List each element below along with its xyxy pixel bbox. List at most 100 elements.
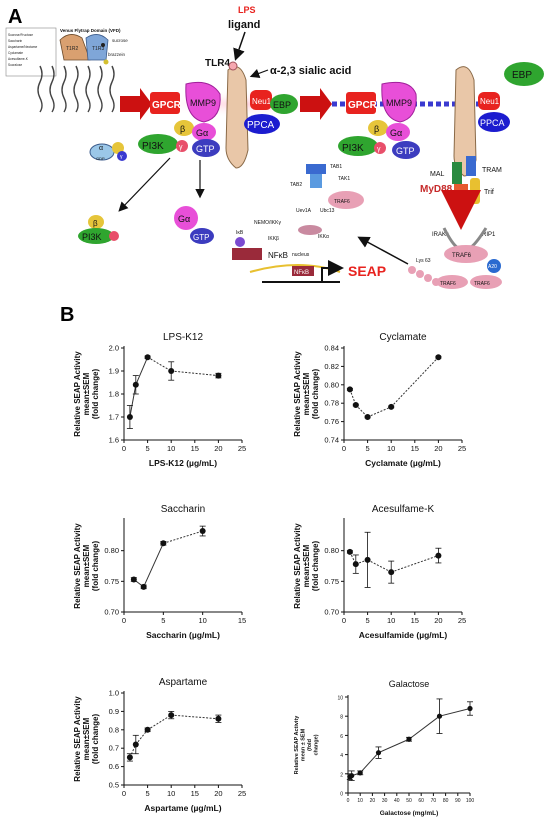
- trif-adaptor: [470, 178, 480, 204]
- x-tick-label: 10: [357, 798, 363, 804]
- y-axis-label: Relative SEAP Activity: [293, 351, 302, 437]
- galpha-left-label: Gα: [196, 128, 208, 138]
- series-segment: [171, 714, 219, 720]
- y-tick-label: 0.6: [109, 762, 119, 771]
- ppca-left: [244, 114, 280, 134]
- sucrose-label: sucrose: [112, 38, 128, 43]
- x-axis-label: Acesulfamide (µg/mL): [359, 630, 448, 640]
- series-segment: [378, 738, 410, 754]
- y-axis-label: (fold change): [91, 369, 100, 420]
- neu1-left-label: Neu1: [252, 97, 272, 106]
- x-tick-label: 15: [238, 616, 246, 625]
- tlr4-label: TLR4: [205, 58, 230, 69]
- myd88-label: MyD88: [420, 184, 453, 195]
- mmp9-left: [185, 81, 221, 123]
- sialic-residue: [228, 61, 238, 71]
- y-axis-label: (fold change): [91, 541, 100, 592]
- nfkb-label: NFκB: [268, 251, 288, 260]
- series-segment: [143, 543, 164, 588]
- gamma-lower: [109, 231, 119, 241]
- data-point: [352, 561, 359, 568]
- lps-label: LPS: [238, 5, 256, 15]
- ubiquitin-arrow: [357, 236, 409, 265]
- small-gamma: [117, 151, 127, 161]
- mmp9-right: [381, 81, 417, 123]
- y-tick-label: 0.74: [324, 436, 339, 445]
- neu1-left: [250, 90, 272, 110]
- myd88-adaptor: [454, 184, 468, 198]
- small-gamma-label: γ: [120, 154, 123, 160]
- y-tick-label: 0: [340, 792, 343, 798]
- sweetener-item: Sucralose: [8, 63, 22, 67]
- chart-svg: Acesulfame-K Relative SEAP Activity mean±S…: [293, 504, 466, 640]
- y-axis-label: (fold change): [311, 541, 320, 592]
- neu1-right: [478, 92, 500, 110]
- traf6-hub: [444, 245, 488, 263]
- data-point: [199, 528, 206, 535]
- chart-aspartame: Aspartame Relative SEAP Activity mean±SEM(…: [70, 675, 270, 820]
- iraks-label: IRAKs: [432, 232, 449, 238]
- data-point: [168, 712, 175, 719]
- galpha-left: [192, 123, 216, 141]
- chart-galactose: Galactose Relative SEAP Activity mean ± SE…: [290, 675, 490, 825]
- y-tick-label: 0.9: [109, 707, 119, 716]
- x-tick-label: 0: [342, 444, 346, 453]
- tab1-label: TAB1: [330, 164, 342, 170]
- gamma-left: [176, 140, 188, 152]
- t1r3-label: T1R3: [92, 46, 104, 52]
- x-tick-label: 40: [394, 798, 400, 804]
- y-tick-label: 0.80: [324, 380, 339, 389]
- y-tick-label: 0.80: [104, 546, 119, 555]
- chart-saccharin: Saccharin Relative SEAP Activity mean±SEM(…: [70, 502, 270, 647]
- ikka-label: IKKα: [318, 234, 329, 240]
- traf6-tak-label: TRAF6: [334, 199, 350, 205]
- y-axis-label: Relative SEAP Activity: [73, 696, 82, 782]
- y-tick-label: 6: [340, 734, 343, 740]
- series-segment: [129, 384, 137, 418]
- y-tick-label: 1.0: [109, 689, 119, 698]
- beta-left: [174, 120, 194, 136]
- y-tick-label: 0.75: [104, 577, 119, 586]
- data-point: [140, 583, 147, 590]
- x-tick-label: 20: [370, 798, 376, 804]
- gpcr-left-label: GPCR: [152, 100, 182, 111]
- rip1-arrow: [469, 227, 488, 250]
- ubc13-label: Ubc13: [320, 208, 335, 214]
- panel-a-letter: A: [8, 6, 23, 28]
- brazzein-label: brazzein: [108, 52, 126, 57]
- x-tick-label: 10: [387, 444, 395, 453]
- data-point: [215, 715, 222, 722]
- sweetener-item: Acesulfame-K: [8, 57, 29, 61]
- x-tick-label: 100: [466, 798, 475, 804]
- y-tick-label: 0.70: [324, 608, 339, 617]
- y-tick-label: 0.70: [104, 608, 119, 617]
- chart-svg: Cyclamate Relative SEAP Activity mean±SEM(…: [293, 332, 466, 468]
- chart-title: LPS-K12: [163, 332, 203, 343]
- x-tick-label: 60: [418, 798, 424, 804]
- data-point: [168, 368, 175, 374]
- chart-title: Galactose: [389, 679, 430, 689]
- brazzein-dot: [103, 59, 109, 65]
- red-block-arrow-left: [120, 88, 152, 120]
- signaling-pathway-diagram: Sucrose/Fructose Saccharin Aspartame/Neo…: [5, 5, 544, 289]
- mmp9-right-label: MMP9: [386, 98, 412, 108]
- ebp-right: [504, 62, 544, 86]
- nucleus-label: nucleus: [292, 252, 310, 258]
- mal-label: MAL: [430, 171, 445, 178]
- irak-arrow: [442, 227, 459, 250]
- alpha-label: α: [99, 145, 103, 152]
- y-tick-label: 8: [340, 715, 343, 721]
- chart-cyclamate: Cyclamate Relative SEAP Activity mean±SEM(…: [290, 330, 490, 475]
- gdp-label: GDP: [96, 156, 105, 161]
- data-point: [126, 414, 133, 420]
- data-point: [144, 354, 151, 361]
- y-tick-label: 10: [337, 696, 343, 702]
- data-point: [364, 556, 371, 563]
- ikb-label: IκB: [236, 230, 244, 236]
- sweetener-item: Cyclamate: [8, 51, 23, 55]
- y-axis-label: Relative SEAP Activity: [73, 523, 82, 609]
- x-tick-label: 5: [146, 444, 150, 453]
- y-axis-label: (fold change): [311, 369, 320, 420]
- y-tick-label: 0.78: [324, 399, 339, 408]
- data-point: [364, 414, 371, 420]
